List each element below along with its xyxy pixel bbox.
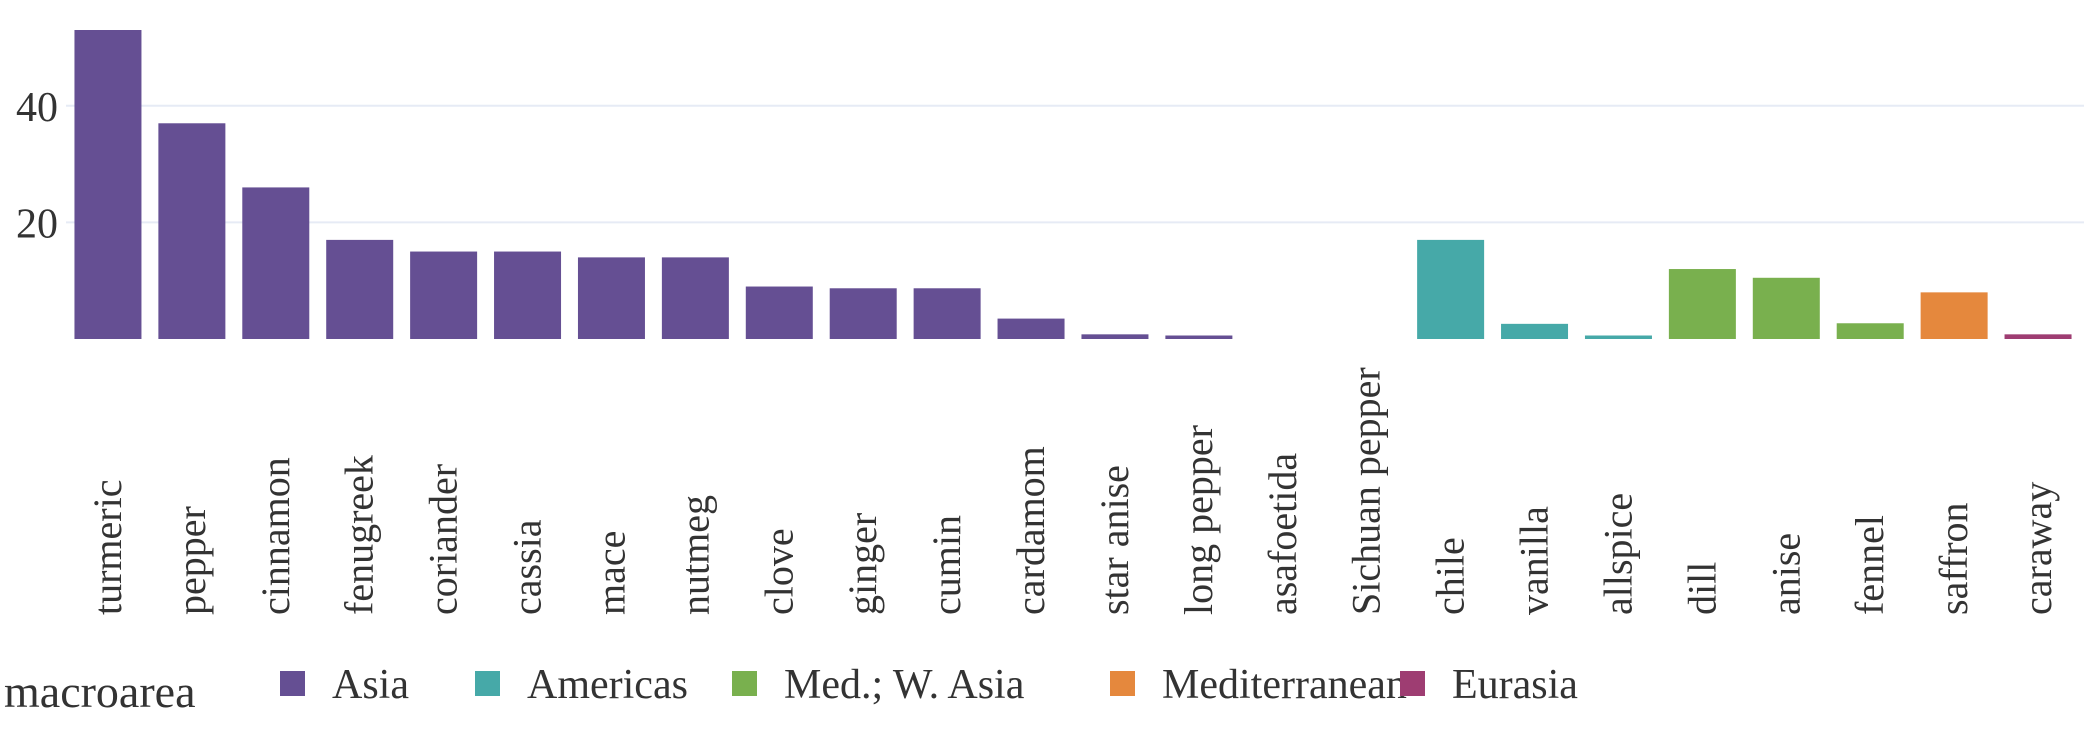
x-tick-label: coriander xyxy=(421,464,466,615)
bar-vanilla xyxy=(1501,323,1569,339)
x-tick-label: fennel xyxy=(1847,515,1892,615)
x-tick-label: cinnamon xyxy=(253,457,298,615)
bar-turmeric xyxy=(74,30,142,339)
bar-fennel xyxy=(1836,323,1904,339)
y-tick-label: 20 xyxy=(16,201,58,247)
x-tick-label: turmeric xyxy=(85,480,130,616)
bars xyxy=(74,30,2072,339)
bar-allspice xyxy=(1584,335,1652,339)
legend-swatch-med-w-asia xyxy=(732,671,757,696)
bar-cassia xyxy=(494,251,562,339)
legend-swatch-eurasia xyxy=(1400,671,1425,696)
bar-mace xyxy=(577,257,645,339)
legend-label: Eurasia xyxy=(1452,662,1578,708)
bar-dill xyxy=(1668,269,1736,339)
bar-cumin xyxy=(913,288,981,339)
x-tick-label: ginger xyxy=(840,513,885,615)
bar-chile xyxy=(1417,239,1485,339)
bar-star-anise xyxy=(1081,334,1149,339)
x-tick-label: star anise xyxy=(1092,465,1137,615)
legend-title: macroarea xyxy=(4,666,196,717)
bar-ginger xyxy=(829,288,897,339)
legend-swatch-americas xyxy=(475,671,500,696)
bar-clove xyxy=(745,286,813,339)
x-tick-label: mace xyxy=(588,531,633,615)
x-tick-label: cardamom xyxy=(1008,446,1053,615)
x-tick-label: long pepper xyxy=(1176,425,1221,615)
x-tick-label: saffron xyxy=(1931,502,1976,615)
x-tick-label: chile xyxy=(1428,537,1473,615)
legend-label: Americas xyxy=(527,662,688,708)
legend-swatch-mediterranean xyxy=(1110,671,1135,696)
bar-fenugreek xyxy=(326,239,394,339)
x-tick-label: clove xyxy=(756,528,801,615)
bar-nutmeg xyxy=(661,257,729,339)
x-tick-label: allspice xyxy=(1595,493,1640,615)
x-tick-label: asafoetida xyxy=(1260,453,1305,615)
legend-swatch-asia xyxy=(280,671,305,696)
legend-label: Med.; W. Asia xyxy=(784,662,1025,708)
x-tick-label: pepper xyxy=(169,506,214,615)
x-tick-label: nutmeg xyxy=(672,495,717,615)
bar-coriander xyxy=(410,251,478,339)
x-tick-label: cassia xyxy=(505,519,550,615)
x-tick-label: dill xyxy=(1679,562,1724,615)
legend-label: Asia xyxy=(332,662,409,708)
bar-long-pepper xyxy=(1165,335,1233,339)
bar-cinnamon xyxy=(242,187,310,339)
bar-caraway xyxy=(2004,334,2072,339)
x-tick-label: cumin xyxy=(924,515,969,615)
x-tick-label: Sichuan pepper xyxy=(1344,367,1389,615)
bar-cardamom xyxy=(997,318,1065,339)
bar-saffron xyxy=(1920,292,1988,339)
gridlines xyxy=(66,104,2084,224)
legend: macroarea Asia Americas Med.; W. Asia Medit… xyxy=(4,662,1578,717)
x-tick-label: anise xyxy=(1763,533,1808,615)
x-axis-labels: turmeric pepper cinnamon fenugreek coriander… xyxy=(85,367,2060,615)
x-tick-label: caraway xyxy=(2015,482,2060,615)
bar-anise xyxy=(1752,277,1820,339)
legend-label: Mediterranean xyxy=(1162,662,1407,708)
x-tick-label: fenugreek xyxy=(337,455,382,615)
x-tick-label: vanilla xyxy=(1512,506,1557,615)
y-tick-label: 40 xyxy=(16,85,58,131)
bar-pepper xyxy=(158,123,226,339)
